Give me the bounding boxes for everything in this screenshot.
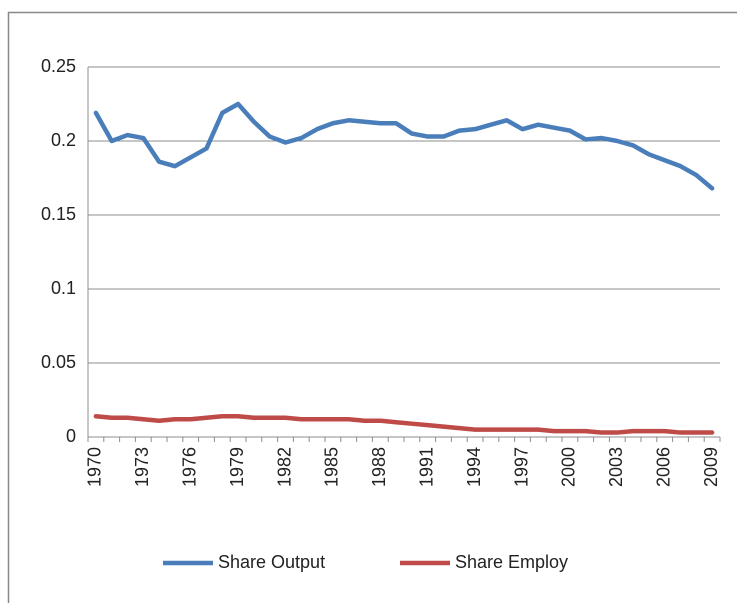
legend-label: Share Employ — [455, 552, 568, 572]
x-tick-label: 1976 — [179, 447, 199, 487]
series-line — [93, 101, 715, 191]
x-tick-label: 1979 — [227, 447, 247, 487]
x-tick-label: 1988 — [369, 447, 389, 487]
y-tick-label: 0.05 — [41, 352, 76, 372]
x-tick-label: 1973 — [132, 447, 152, 487]
x-tick-label: 1982 — [274, 447, 294, 487]
chart-frame — [7, 11, 737, 603]
x-tick-label: 2000 — [559, 447, 579, 487]
y-tick-label: 0 — [66, 426, 76, 446]
y-tick-label: 0.25 — [41, 56, 76, 76]
series-line — [93, 414, 715, 435]
legend-label: Share Output — [218, 552, 325, 572]
y-tick-label: 0.15 — [41, 204, 76, 224]
x-tick-label: 1994 — [464, 447, 484, 487]
x-tick-label: 2003 — [606, 447, 626, 487]
x-tick-label: 2006 — [653, 447, 673, 487]
x-tick-label: 1985 — [322, 447, 342, 487]
x-tick-label: 1991 — [416, 447, 436, 487]
x-tick-label: 2009 — [701, 447, 721, 487]
x-tick-label: 1970 — [85, 447, 105, 487]
y-tick-label: 0.2 — [51, 130, 76, 150]
x-tick-label: 1997 — [511, 447, 531, 487]
y-tick-label: 0.1 — [51, 278, 76, 298]
